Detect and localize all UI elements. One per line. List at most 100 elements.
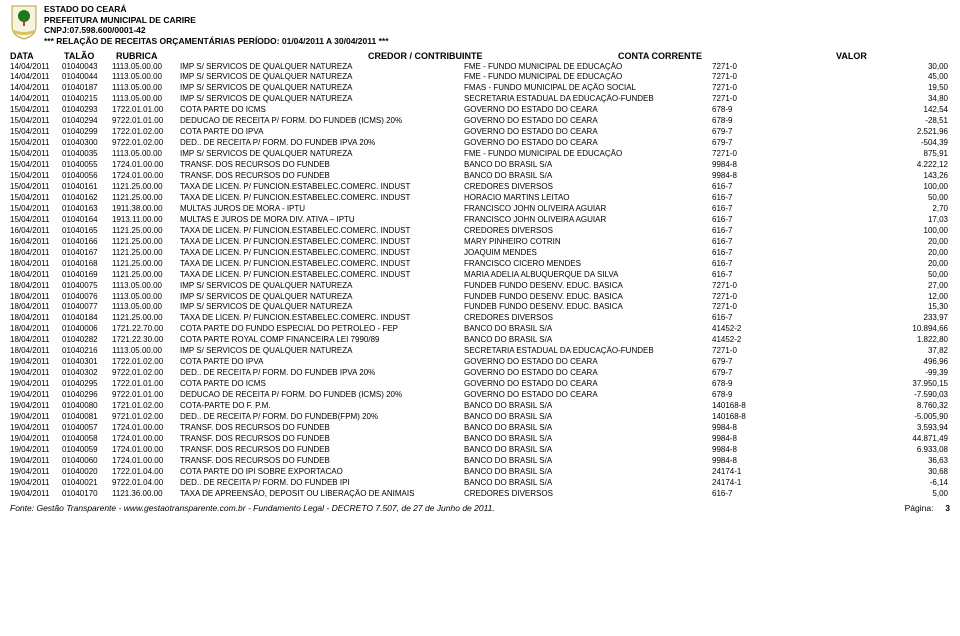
cell-rub: 1121.25.00.00 (112, 237, 180, 248)
cell-data: 19/04/2011 (10, 445, 62, 456)
cell-cred: FUNDEB FUNDO DESENV. EDUC. BASICA (464, 292, 712, 303)
cell-data: 18/04/2011 (10, 292, 62, 303)
cell-cred: BANCO DO BRASIL S/A (464, 445, 712, 456)
cell-cred: FME - FUNDO MUNICIPAL DE EDUCAÇÃO (464, 62, 712, 73)
cell-rub: 1724.01.00.00 (112, 171, 180, 182)
cell-data: 18/04/2011 (10, 270, 62, 281)
cell-desc: TAXA DE LICEN. P/ FUNCION.ESTABELEC.COME… (180, 193, 464, 204)
cell-cred: GOVERNO DO ESTADO DO CEARA (464, 127, 712, 138)
header-relacao: *** RELAÇÃO DE RECEITAS ORÇAMENTÁRIAS PE… (44, 36, 389, 47)
page-footer: Fonte: Gestão Transparente - www.gestaot… (10, 503, 950, 513)
cell-rub: 1121.36.00.00 (112, 489, 180, 500)
cell-rub: 1721.01.02.00 (112, 401, 180, 412)
cell-data: 19/04/2011 (10, 489, 62, 500)
cell-desc: IMP S/ SERVICOS DE QUALQUER NATUREZA (180, 94, 464, 105)
cell-talao: 01040077 (62, 302, 112, 313)
cell-talao: 01040294 (62, 116, 112, 127)
cell-talao: 01040035 (62, 149, 112, 160)
cell-desc: TRANSF. DOS RECURSOS DO FUNDEB (180, 423, 464, 434)
table-row: 15/04/2011010400351113.05.00.00IMP S/ SE… (10, 149, 950, 160)
footer-page-label: Página: (905, 503, 934, 513)
cell-desc: TAXA DE LICEN. P/ FUNCION.ESTABELEC.COME… (180, 237, 464, 248)
table-row: 15/04/2011010403009722.01.02.00DED.. DE … (10, 138, 950, 149)
cell-conta: 678-9 (712, 105, 856, 116)
cell-desc: TAXA DE APREENSÃO, DEPOSIT OU LIBERAÇÃO … (180, 489, 464, 500)
cell-conta: 616-7 (712, 237, 856, 248)
cell-valor: 233,97 (856, 313, 950, 324)
cell-talao: 01040075 (62, 281, 112, 292)
cell-valor: -504,39 (856, 138, 950, 149)
table-row: 15/04/2011010400561724.01.00.00TRANSF. D… (10, 171, 950, 182)
cell-rub: 1113.05.00.00 (112, 302, 180, 313)
cell-cred: BANCO DO BRASIL S/A (464, 335, 712, 346)
cell-desc: TAXA DE LICEN. P/ FUNCION.ESTABELEC.COME… (180, 226, 464, 237)
cell-data: 19/04/2011 (10, 456, 62, 467)
cell-cred: FRANCISCO CICERO MENDES (464, 259, 712, 270)
cell-talao: 01040165 (62, 226, 112, 237)
table-row: 15/04/2011010401621121.25.00.00TAXA DE L… (10, 193, 950, 204)
cell-desc: DED.. DE RECEITA P/ FORM. DO FUNDEB(FPM)… (180, 412, 464, 423)
cell-valor: 4.222,12 (856, 160, 950, 171)
cell-valor: 17,03 (856, 215, 950, 226)
cell-rub: 1121.25.00.00 (112, 259, 180, 270)
cell-desc: TAXA DE LICEN. P/ FUNCION.ESTABELEC.COME… (180, 259, 464, 270)
cell-talao: 01040060 (62, 456, 112, 467)
cell-conta: 616-7 (712, 182, 856, 193)
cell-conta: 9984-8 (712, 423, 856, 434)
cell-talao: 01040006 (62, 324, 112, 335)
cell-rub: 1724.01.00.00 (112, 434, 180, 445)
cell-rub: 1113.05.00.00 (112, 83, 180, 94)
cell-cred: MARIA ADELIA ALBUQUERQUE DA SILVA (464, 270, 712, 281)
cell-data: 16/04/2011 (10, 237, 62, 248)
cell-cred: BANCO DO BRASIL S/A (464, 401, 712, 412)
cell-talao: 01040076 (62, 292, 112, 303)
col-header-rubrica: RUBRICA (116, 51, 192, 61)
header-cnpj: CNPJ:07.598.600/0001-42 (44, 25, 389, 36)
cell-cred: BANCO DO BRASIL S/A (464, 160, 712, 171)
cell-rub: 9722.01.01.00 (112, 390, 180, 401)
table-row: 19/04/2011010402951722.01.01.00COTA PART… (10, 379, 950, 390)
cell-cred: SECRETARIA ESTADUAL DA EDUCAÇÃO-FUNDEB (464, 94, 712, 105)
cell-conta: 7271-0 (712, 281, 856, 292)
cell-rub: 1721.22.30.00 (112, 335, 180, 346)
cell-rub: 1113.05.00.00 (112, 149, 180, 160)
cell-conta: 679-7 (712, 368, 856, 379)
cell-desc: TAXA DE LICEN. P/ FUNCION.ESTABELEC.COME… (180, 313, 464, 324)
cell-valor: 44.871,49 (856, 434, 950, 445)
cell-cred: GOVERNO DO ESTADO DO CEARA (464, 390, 712, 401)
cell-rub: 1722.01.01.00 (112, 379, 180, 390)
cell-data: 19/04/2011 (10, 401, 62, 412)
cell-conta: 41452-2 (712, 324, 856, 335)
cell-valor: 20,00 (856, 248, 950, 259)
cell-valor: 37,82 (856, 346, 950, 357)
cell-talao: 01040216 (62, 346, 112, 357)
cell-rub: 1722.01.01.00 (112, 105, 180, 116)
cell-rub: 1113.05.00.00 (112, 94, 180, 105)
cell-desc: COTA PARTE ROYAL COMP FINANCEIRA LEI 799… (180, 335, 464, 346)
cell-valor: -28,51 (856, 116, 950, 127)
cell-data: 19/04/2011 (10, 423, 62, 434)
header-estado: ESTADO DO CEARÁ (44, 4, 389, 15)
cell-conta: 616-7 (712, 193, 856, 204)
footer-page: Página: 3 (905, 503, 950, 513)
cell-desc: IMP S/ SERVICOS DE QUALQUER NATUREZA (180, 281, 464, 292)
cell-valor: 142,54 (856, 105, 950, 116)
cell-cred: BANCO DO BRASIL S/A (464, 434, 712, 445)
table-row: 19/04/2011010402969722.01.01.00DEDUCAO D… (10, 390, 950, 401)
cell-conta: 616-7 (712, 313, 856, 324)
cell-data: 18/04/2011 (10, 346, 62, 357)
cell-conta: 9984-8 (712, 171, 856, 182)
cell-desc: COTA PARTE DO IPVA (180, 357, 464, 368)
table-row: 19/04/2011010403029722.01.02.00DED.. DE … (10, 368, 950, 379)
cell-data: 15/04/2011 (10, 127, 62, 138)
table-row: 18/04/2011010400751113.05.00.00IMP S/ SE… (10, 281, 950, 292)
cell-talao: 01040184 (62, 313, 112, 324)
cell-talao: 01040020 (62, 467, 112, 478)
cell-cred: GOVERNO DO ESTADO DO CEARA (464, 379, 712, 390)
cell-valor: 45,00 (856, 72, 950, 83)
cell-rub: 1121.25.00.00 (112, 248, 180, 259)
cell-conta: 678-9 (712, 390, 856, 401)
cell-desc: IMP S/ SERVICOS DE QUALQUER NATUREZA (180, 72, 464, 83)
table-row: 19/04/2011010400571724.01.00.00TRANSF. D… (10, 423, 950, 434)
cell-data: 15/04/2011 (10, 105, 62, 116)
